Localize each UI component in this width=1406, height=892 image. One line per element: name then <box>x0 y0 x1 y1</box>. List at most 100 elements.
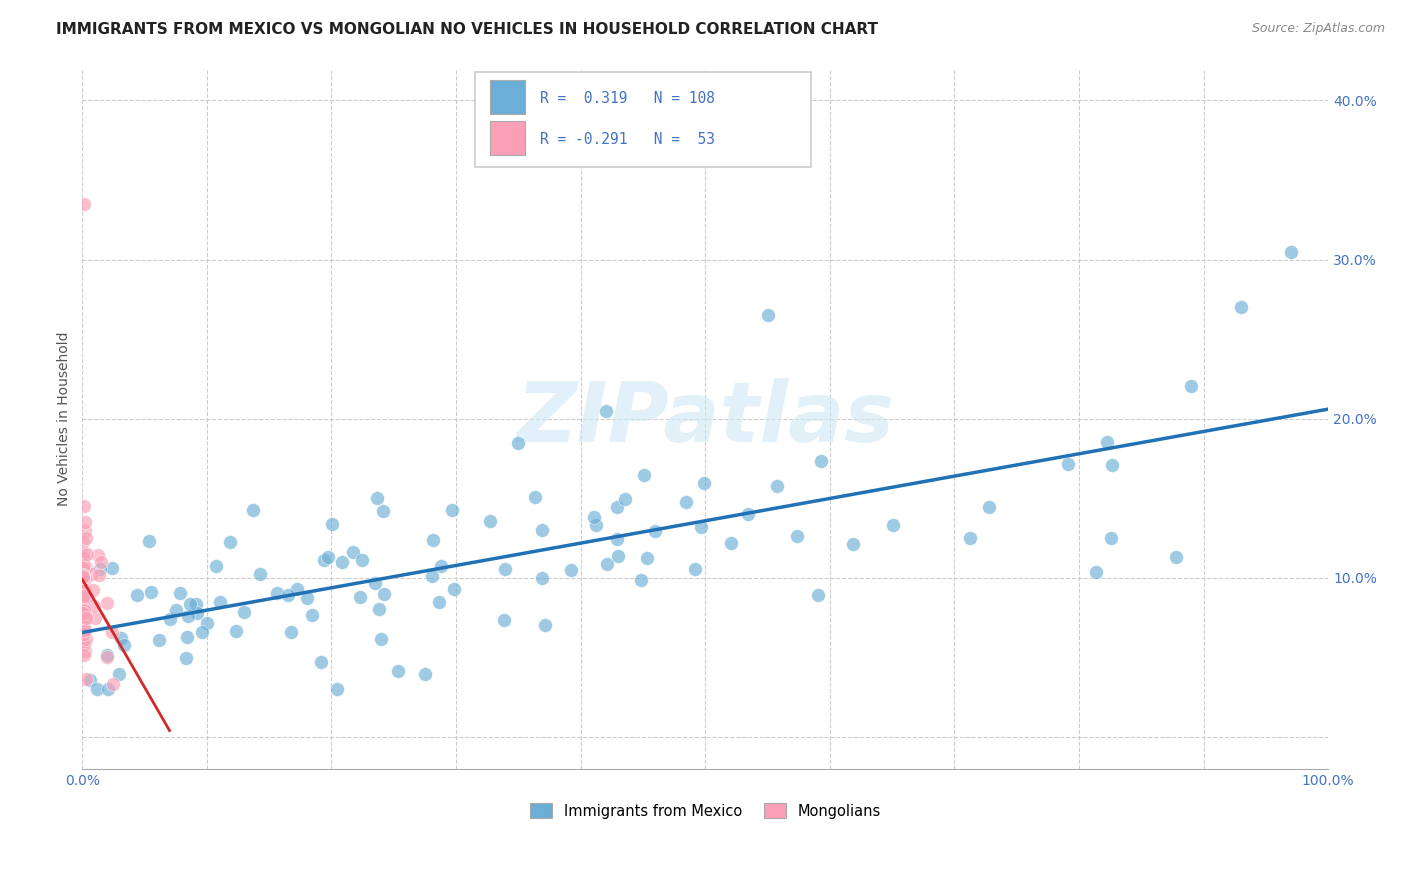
Point <box>184 598 207 612</box>
Point <box>614 492 637 507</box>
Point <box>530 571 553 585</box>
Point <box>72 607 94 621</box>
Point <box>72 632 94 647</box>
Point <box>205 559 228 574</box>
Point <box>186 606 208 620</box>
Point <box>606 500 628 515</box>
Point <box>96 648 118 662</box>
Point <box>176 630 198 644</box>
Point <box>737 507 759 521</box>
Point <box>73 582 96 597</box>
Point <box>72 500 94 514</box>
Point <box>595 404 617 418</box>
Point <box>97 682 120 697</box>
Point <box>73 572 96 586</box>
Point <box>90 555 112 569</box>
Point <box>75 632 97 646</box>
Point <box>349 590 371 604</box>
Text: R =  0.319   N = 108: R = 0.319 N = 108 <box>540 91 714 106</box>
Point <box>165 603 187 617</box>
Point <box>72 535 94 549</box>
Point <box>342 544 364 558</box>
Point <box>86 682 108 697</box>
Point <box>87 549 110 563</box>
Point <box>159 612 181 626</box>
Point <box>690 520 713 534</box>
Point <box>72 627 94 641</box>
Point <box>494 562 516 576</box>
Point <box>882 517 904 532</box>
Point <box>72 567 94 582</box>
Point <box>76 590 98 604</box>
Point <box>72 604 94 618</box>
Text: ZIPatlas: ZIPatlas <box>516 378 894 459</box>
Point <box>786 529 808 543</box>
Point <box>96 596 118 610</box>
Point <box>977 500 1000 514</box>
Point <box>366 491 388 505</box>
Point <box>75 524 97 538</box>
Point <box>72 585 94 599</box>
Point <box>1084 566 1107 580</box>
Point <box>1095 435 1118 450</box>
FancyBboxPatch shape <box>489 80 524 114</box>
Point <box>316 549 339 564</box>
Point <box>73 603 96 617</box>
Point <box>693 476 716 491</box>
Point <box>75 531 97 545</box>
Point <box>266 586 288 600</box>
Point <box>177 608 200 623</box>
Point <box>75 672 97 686</box>
Point <box>72 624 94 638</box>
Point <box>72 547 94 561</box>
Point <box>249 566 271 581</box>
Point <box>232 605 254 619</box>
Point <box>84 611 107 625</box>
FancyBboxPatch shape <box>475 72 811 167</box>
Point <box>312 553 335 567</box>
Point <box>422 533 444 547</box>
Legend: Immigrants from Mexico, Mongolians: Immigrants from Mexico, Mongolians <box>524 797 886 825</box>
Point <box>89 562 111 576</box>
Point <box>492 613 515 627</box>
Point <box>179 597 201 611</box>
Point <box>195 615 218 630</box>
Point <box>73 515 96 529</box>
Point <box>72 551 94 566</box>
Point <box>75 560 97 574</box>
Point <box>107 667 129 681</box>
Point <box>72 569 94 583</box>
Point <box>842 537 865 551</box>
Point <box>309 655 332 669</box>
Point <box>139 585 162 599</box>
FancyBboxPatch shape <box>489 121 524 154</box>
Point <box>630 573 652 587</box>
Point <box>169 585 191 599</box>
Text: IMMIGRANTS FROM MEXICO VS MONGOLIAN NO VEHICLES IN HOUSEHOLD CORRELATION CHART: IMMIGRANTS FROM MEXICO VS MONGOLIAN NO V… <box>56 22 879 37</box>
Point <box>190 624 212 639</box>
Point <box>73 638 96 652</box>
Point <box>368 601 391 615</box>
Point <box>76 547 98 561</box>
Point <box>373 504 395 518</box>
Point <box>72 561 94 575</box>
Point <box>125 588 148 602</box>
Point <box>72 596 94 610</box>
Point <box>478 514 501 528</box>
Point <box>810 454 832 468</box>
Point <box>242 503 264 517</box>
Point <box>422 568 444 582</box>
Point <box>277 588 299 602</box>
Point <box>100 560 122 574</box>
Point <box>87 567 110 582</box>
Point <box>373 586 395 600</box>
Point <box>1180 378 1202 392</box>
Point <box>560 563 582 577</box>
Point <box>508 435 530 450</box>
Point <box>364 575 387 590</box>
Point <box>524 491 547 505</box>
Point <box>326 682 349 697</box>
Point <box>370 632 392 646</box>
Point <box>72 558 94 572</box>
Point <box>301 608 323 623</box>
